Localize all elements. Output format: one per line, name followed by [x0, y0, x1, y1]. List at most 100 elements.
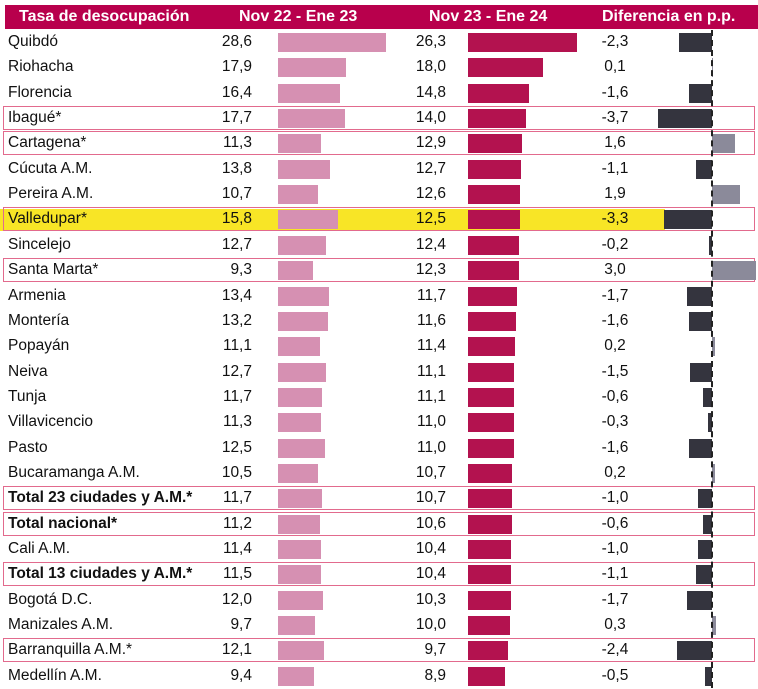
bar-period-2 [468, 83, 530, 103]
bar-period-2 [468, 235, 520, 255]
bar-period-1 [278, 565, 322, 585]
bar-period-2 [468, 159, 521, 179]
value-period-2: 10,3 [415, 590, 446, 608]
city-name: Total 13 ciudades y A.M.* [8, 565, 193, 583]
bar-period-1 [278, 109, 345, 129]
table-row: Medellín A.M. 9,4 8,9 -0,5 [0, 664, 758, 689]
city-name: Florencia [8, 83, 72, 101]
bar-period-1 [278, 514, 321, 534]
bar-difference [703, 387, 712, 407]
table-row: Total 13 ciudades y A.M.* 11,5 10,4 -1,1 [0, 562, 758, 587]
bar-difference [688, 438, 712, 458]
table-row: Villavicencio 11,3 11,0 -0,3 [0, 410, 758, 435]
city-name: Villavicencio [8, 413, 94, 431]
value-difference: -1,0 [601, 540, 629, 557]
zero-line [711, 30, 713, 688]
city-name: Cartagena* [8, 134, 87, 152]
city-name: Total 23 ciudades y A.M.* [8, 489, 193, 507]
value-difference: -0,6 [601, 387, 629, 405]
bar-period-1 [278, 666, 314, 686]
bar-period-2 [468, 337, 516, 357]
bar-period-2 [468, 514, 512, 534]
bar-period-2 [468, 134, 522, 154]
city-name: Bogotá D.C. [8, 590, 93, 608]
bar-period-1 [278, 286, 329, 306]
city-name: Cali A.M. [8, 540, 71, 557]
value-difference: -2,4 [601, 641, 629, 659]
bar-difference [703, 514, 712, 534]
value-period-1: 13,8 [221, 159, 252, 177]
bar-period-2 [468, 33, 578, 52]
bar-period-2 [468, 540, 512, 559]
value-period-1: 9,4 [230, 666, 252, 684]
city-name: Total nacional* [8, 514, 118, 532]
bar-period-2 [468, 362, 515, 382]
table-row: Barranquilla A.M.* 12,1 9,7 -2,4 [0, 638, 758, 663]
value-period-2: 10,0 [415, 616, 446, 634]
value-difference: 0,1 [604, 58, 626, 76]
bar-period-1 [278, 540, 322, 559]
bar-period-1 [278, 387, 323, 407]
bar-period-2 [468, 109, 527, 129]
row-outline [3, 511, 755, 536]
value-difference: -3,7 [601, 109, 629, 127]
value-period-2: 12,6 [415, 185, 446, 203]
city-name: Valledupar* [8, 210, 87, 228]
value-difference: -2,3 [601, 33, 629, 50]
bar-difference [696, 565, 712, 585]
bar-period-1 [278, 311, 328, 331]
bar-period-1 [278, 463, 318, 483]
table-row: Popayán 11,1 11,4 0,2 [0, 334, 758, 359]
bar-period-1 [278, 438, 326, 458]
city-name: Tunja [8, 387, 47, 405]
value-period-2: 11,1 [416, 387, 446, 405]
bar-period-2 [468, 641, 509, 661]
bar-period-2 [468, 616, 510, 636]
header-period-2: Nov 23 - Ene 24 [429, 8, 548, 25]
value-period-2: 14,0 [415, 109, 446, 127]
table-row: Quibdó 28,6 26,3 -2,3 [0, 30, 758, 55]
bar-period-1 [278, 590, 324, 610]
bar-period-1 [278, 185, 319, 205]
bar-period-1 [278, 641, 324, 661]
bar-period-2 [468, 185, 521, 205]
value-period-2: 14,8 [415, 83, 446, 101]
table-row: Santa Marta* 9,3 12,3 3,0 [0, 258, 758, 283]
value-difference: -1,6 [601, 83, 629, 101]
value-period-1: 9,7 [230, 616, 252, 634]
value-period-2: 10,7 [415, 463, 446, 481]
value-difference: -1,5 [601, 362, 629, 380]
table-row: Valledupar* 15,8 12,5 -3,3 [0, 207, 758, 232]
bar-period-2 [468, 438, 514, 458]
bar-difference [696, 159, 712, 179]
value-period-1: 11,5 [222, 565, 252, 583]
bar-period-2 [468, 311, 517, 331]
value-period-1: 13,4 [221, 286, 252, 304]
header-difference: Diferencia en p.p. [602, 8, 736, 25]
value-period-2: 12,9 [415, 134, 446, 152]
bar-difference [688, 83, 712, 103]
city-name: Riohacha [8, 58, 74, 76]
value-difference: -0,2 [601, 235, 629, 253]
value-period-1: 12,5 [221, 438, 252, 456]
value-period-2: 12,3 [415, 261, 446, 279]
bar-difference [712, 261, 756, 281]
value-difference: -1,1 [601, 565, 629, 583]
value-difference: -1,7 [601, 590, 629, 608]
city-name: Montería [8, 311, 70, 329]
bar-difference [712, 134, 736, 154]
bar-period-2 [468, 261, 520, 281]
table-row: Bogotá D.C. 12,0 10,3 -1,7 [0, 588, 758, 613]
bar-difference [712, 185, 740, 205]
bar-period-1 [278, 337, 320, 357]
value-difference: 0,2 [604, 337, 626, 355]
table-row: Sincelejo 12,7 12,4 -0,2 [0, 233, 758, 258]
bar-period-1 [278, 83, 340, 103]
header-period-1: Nov 22 - Ene 23 [239, 8, 358, 25]
value-period-1: 16,4 [221, 83, 252, 101]
bar-difference [712, 616, 717, 636]
bar-difference [658, 109, 712, 129]
value-period-2: 26,3 [415, 33, 446, 50]
value-period-1: 17,9 [221, 58, 252, 76]
bar-difference [688, 311, 712, 331]
